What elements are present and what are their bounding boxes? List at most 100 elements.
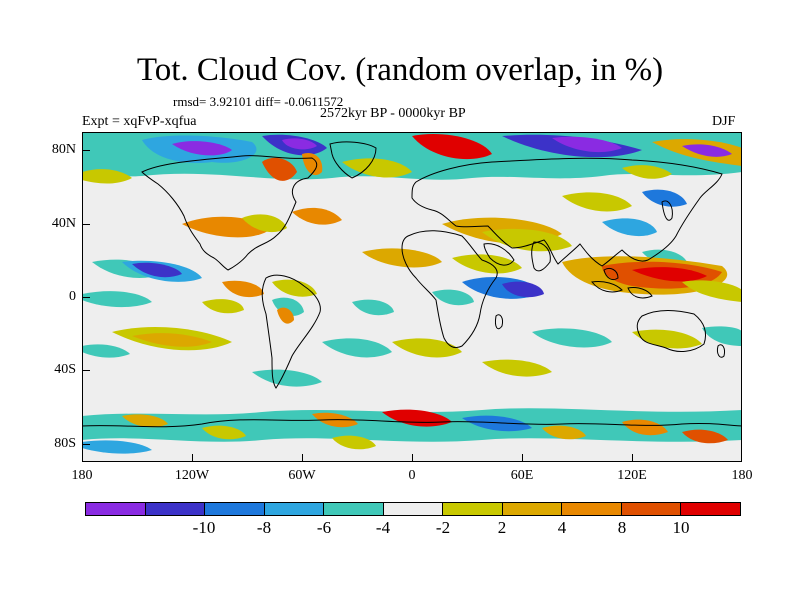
anomaly-blob [82, 344, 130, 358]
colorbar-label: 2 [497, 518, 507, 537]
coastline-europe-asia [411, 157, 723, 267]
x-tick [82, 454, 83, 461]
anomaly-blob [622, 165, 672, 179]
anomaly-blob [642, 189, 687, 207]
anomaly-blob [292, 207, 342, 225]
anomaly-blob [242, 214, 287, 233]
x-tick-label: 60W [288, 468, 316, 483]
x-tick [302, 454, 303, 461]
anomaly-blob [682, 144, 732, 157]
anomaly-blob [342, 158, 412, 178]
season-label: DJF [712, 114, 736, 129]
anomaly-blob [132, 333, 212, 347]
map-panel [82, 132, 742, 462]
anomaly-blob [552, 136, 622, 153]
coastline-africa [401, 230, 498, 349]
anomaly-blob [482, 359, 552, 377]
coastline-north-america [141, 155, 318, 271]
coastline-indonesia [591, 267, 653, 299]
coastline-japan [661, 200, 673, 221]
y-tick [83, 297, 90, 298]
anomaly-blob [562, 192, 632, 212]
y-tick-label: 40S [54, 362, 76, 377]
colorbar-box [621, 503, 682, 515]
colorbar-box [443, 503, 503, 515]
y-tick [83, 370, 90, 371]
stats-line: rmsd= 3.92101 diff= -0.0611572 [173, 94, 344, 109]
x-tick [741, 454, 742, 461]
anomaly-blob [622, 419, 668, 436]
anomaly-blob [332, 435, 376, 450]
coastline-india [531, 241, 551, 272]
coastline-south-america [261, 274, 321, 389]
colorbar-box [86, 503, 146, 515]
anomaly-blob [362, 248, 442, 268]
map-field [82, 132, 742, 454]
anomaly-blob [132, 262, 182, 278]
anomaly-blob [82, 291, 152, 308]
anomaly-blob [432, 289, 474, 306]
y-tick [83, 150, 90, 151]
anomaly-blob [482, 228, 572, 252]
anomaly-blob [272, 279, 317, 297]
colorbar-label: -2 [435, 518, 451, 537]
y-tick-label: 0 [69, 289, 76, 304]
colorbar-label: -6 [316, 518, 332, 537]
colorbar-label: -4 [375, 518, 391, 537]
y-tick-label: 80S [54, 436, 76, 451]
coastline-australia [636, 310, 707, 352]
colorbar-box [324, 503, 384, 515]
anomaly-blob [82, 440, 152, 454]
colorbar-box [502, 503, 563, 515]
experiment-label: Expt = xqFvP-xqfua [82, 114, 197, 129]
anomaly-blob [202, 299, 244, 314]
anomaly-blob [412, 134, 492, 160]
period-line: 2572kyr BP - 0000kyr BP [320, 106, 466, 121]
y-tick-label: 80N [51, 142, 76, 157]
y-tick [83, 224, 90, 225]
map-title: Tot. Cloud Cov. (random overlap, in %) [136, 52, 664, 88]
x-tick-label: 180 [71, 468, 93, 483]
y-tick-label: 40N [51, 216, 76, 231]
x-tick-label: 120W [174, 468, 210, 483]
anomaly-blob [392, 338, 462, 358]
x-tick [522, 454, 523, 461]
anomaly-blob [262, 157, 297, 181]
anomaly-blob [632, 267, 707, 282]
anomaly-blob [602, 218, 657, 237]
x-tick-label: 120E [617, 468, 647, 483]
x-tick [632, 454, 633, 461]
colorbar-box [205, 503, 265, 515]
x-tick-label: 0 [408, 468, 416, 483]
anomaly-blob [682, 429, 728, 444]
anomaly-blob [122, 414, 168, 428]
anomaly-blob [202, 425, 246, 440]
anomaly-blob [82, 169, 132, 184]
anomaly-blob [172, 141, 232, 156]
anomaly-blob [352, 299, 394, 316]
colorbar [85, 502, 741, 516]
colorbar-box [562, 503, 622, 515]
anomaly-blob [532, 328, 612, 348]
anomaly-blob [462, 415, 532, 432]
anomaly-field [82, 132, 742, 454]
x-tick-label: 180 [731, 468, 753, 483]
coastline-antarctica [82, 419, 742, 428]
colorbar-label: -8 [256, 518, 272, 537]
y-tick [83, 444, 90, 445]
colorbar-label: 8 [617, 518, 627, 537]
coastlines [82, 141, 742, 428]
anomaly-blob [322, 338, 392, 358]
anomaly-blob [222, 280, 264, 298]
x-tick [192, 454, 193, 461]
anomaly-blob [632, 329, 702, 349]
anomaly-blob [502, 281, 544, 298]
colorbar-box [145, 503, 206, 515]
anomaly-blob [277, 307, 294, 324]
anomaly-blob [542, 425, 586, 440]
anomaly-blob [252, 369, 322, 387]
coastline-new-zealand [717, 344, 725, 358]
x-tick [412, 454, 413, 461]
colorbar-label: 4 [557, 518, 567, 537]
colorbar-box [383, 503, 444, 515]
